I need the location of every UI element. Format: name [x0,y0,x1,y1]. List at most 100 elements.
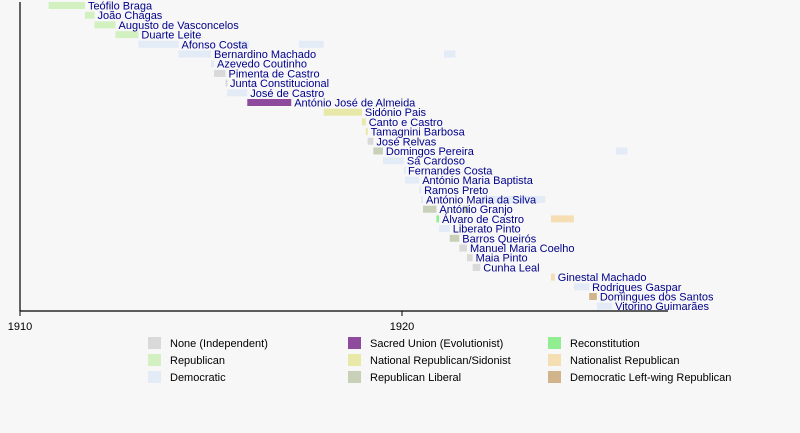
bar-pimenta-de-castro [214,69,226,77]
legend-item-republican: Republican [148,354,225,367]
bar-vitorino-guimaraes [596,302,613,310]
bar-antonio-granjo [423,205,437,213]
ticks-layer: 1910 1920 [8,311,414,333]
legend-item-dlwr: Democratic Left-wing Republican [548,371,731,384]
legend-item-democratic: Democratic [148,371,226,384]
label-barros-queiros: Barros Queirós [462,233,536,245]
bar-cunha-leal [472,263,481,271]
bar-domingues-dos-santos [589,293,597,300]
label-fernandes-costa: Fernandes Costa [408,165,493,177]
bar-tamagnini-barbosa [365,128,368,136]
legend-item-none: None (Independent) [148,337,268,350]
legend-item-nationalist: Nationalist Republican [548,354,679,367]
label-jose-relvas: José Relvas [376,136,436,148]
bar-canto-e-castro [361,118,366,126]
bar-bernardino-machado-term [444,50,456,58]
legend-swatch-republican [148,354,161,366]
label-liberato-pinto: Liberato Pinto [453,224,521,236]
label-afonso-costa: Afonso Costa [182,39,249,51]
tick-label-1910: 1910 [8,321,32,333]
label-antonio-jose-de-almeida: António José de Almeida [294,98,416,110]
label-azevedo-coutinho: Azevedo Coutinho [217,59,307,71]
bar-azevedo-coutinho [211,60,215,68]
bar-junta-constitucional [225,79,228,87]
legend-label-democratic: Democratic [170,372,226,384]
bar-domingos-pereira-term [615,147,628,155]
label-canto-e-castro: Canto e Castro [369,117,443,129]
legend-swatch-democratic [148,371,161,383]
bar-domingos-pereira [373,147,383,155]
label-augusto-de-vasconcelos: Augusto de Vasconcelos [119,20,240,32]
legend-label-replib: Republican Liberal [370,372,461,384]
label-rodrigues-gaspar: Rodrigues Gaspar [592,282,682,294]
label-manuel-maria-coelho: Manuel Maria Coelho [470,243,575,255]
legend: None (Independent) Republican Democratic Sa… [148,337,731,384]
bar-ramos-preto [419,186,422,194]
label-antonio-maria-da-silva: António Maria da Silva [426,195,537,207]
bar-teofilo-braga [48,2,85,9]
bar-duarte-leite [115,31,139,39]
legend-swatch-dlwr [548,371,561,383]
bar-rodrigues-gaspar [573,283,590,291]
bar-afonso-costa [138,40,179,48]
bar-sidonio-pais [323,108,362,116]
label-sa-cardoso: Sá Cardoso [407,156,465,168]
bar-antonio-maria-da-silva-term [480,196,546,203]
label-duarte-leite: Duarte Leite [141,30,201,42]
legend-swatch-replib [348,371,361,383]
bars-layer [48,2,628,310]
legend-label-none: None (Independent) [170,338,268,350]
bar-afonso-costa-term [298,40,324,48]
label-vitorino-guimaraes: Vitorino Guimarães [615,301,709,313]
label-jose-de-castro: José de Castro [250,88,324,100]
legend-label-recon: Reconstitution [570,338,640,350]
legend-swatch-sacred [348,337,361,349]
label-ginestal-machado: Ginestal Machado [558,272,647,284]
bar-bernardino-machado [178,50,211,58]
bar-liberato-pinto [439,225,450,233]
legend-label-natrep: National Republican/Sidonist [370,355,511,367]
label-cunha-leal: Cunha Leal [483,262,539,274]
label-joao-chagas: João Chagas [97,10,162,22]
legend-swatch-natrep [348,354,361,366]
bar-jose-de-castro [227,89,248,97]
label-ramos-preto: Ramos Preto [424,185,488,197]
bar-joao-chagas [84,11,95,19]
label-pimenta-de-castro: Pimenta de Castro [229,68,320,80]
legend-swatch-recon [548,337,561,349]
bar-jose-relvas [367,137,374,145]
bar-alvaro-de-castro-term [550,215,574,223]
bar-alvaro-de-castro [436,215,440,223]
label-sidonio-pais: Sidónio Pais [365,107,427,119]
bar-sa-cardoso [382,157,404,165]
legend-item-sacred: Sacred Union (Evolutionist) [348,337,503,350]
label-domingos-pereira: Domingos Pereira [386,146,475,158]
label-teofilo-braga: Teófilo Braga [88,1,153,13]
label-antonio-maria-baptista: António Maria Baptista [422,175,534,187]
legend-label-dlwr: Democratic Left-wing Republican [570,372,731,384]
label-alvaro-de-castro: Álvaro de Castro [442,213,524,226]
bar-antonio-granjo-term [463,205,469,213]
label-junta-constitucional: Junta Constitucional [230,78,329,90]
bar-manuel-maria-coelho [459,244,467,252]
bar-ginestal-machado [550,273,555,281]
bar-augusto-de-vasconcelos [94,21,116,29]
bar-maia-pinto [466,254,473,262]
bar-fernandes-costa [403,166,406,174]
label-maia-pinto: Maia Pinto [476,253,528,265]
bar-antonio-maria-baptista [405,176,420,184]
label-antonio-granjo: António Granjo [439,204,512,216]
label-tamagnini-barbosa: Tamagnini Barbosa [371,127,466,139]
legend-label-nationalist: Nationalist Republican [570,355,679,367]
bar-antonio-jose-de-almeida [247,99,292,106]
legend-swatch-nationalist [548,354,561,366]
legend-item-natrep: National Republican/Sidonist [348,354,511,367]
legend-swatch-none [148,337,161,349]
bar-antonio-maria-da-silva [421,196,424,203]
bar-afonso-costa-term [237,40,250,48]
legend-label-sacred: Sacred Union (Evolutionist) [370,338,503,350]
legend-item-recon: Reconstitution [548,337,640,350]
label-bernardino-machado: Bernardino Machado [214,49,316,61]
